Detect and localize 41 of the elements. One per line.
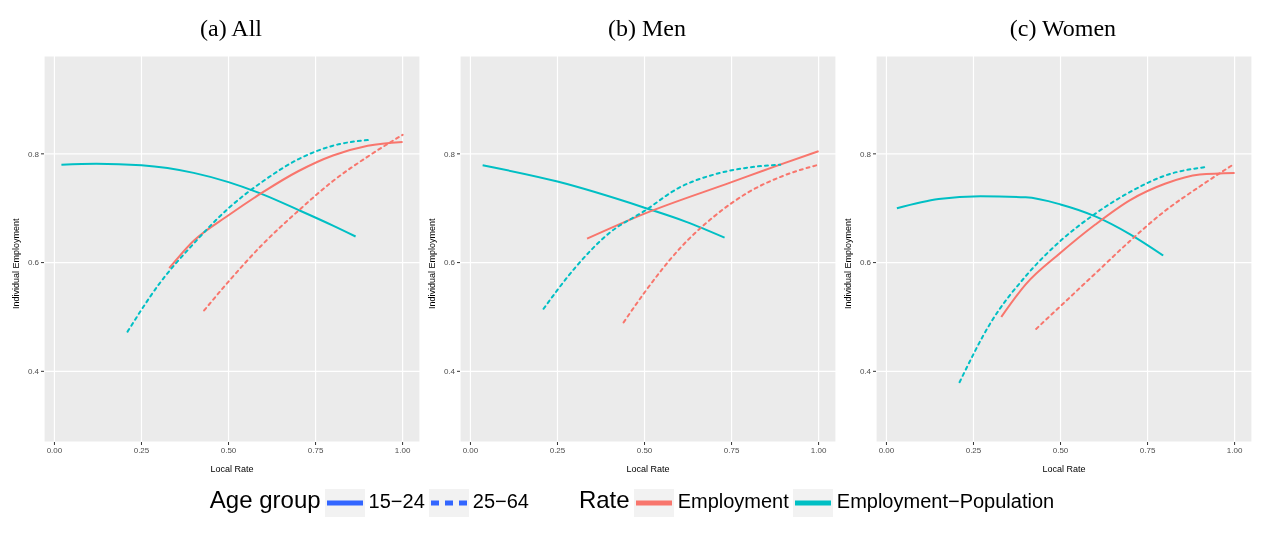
text: 15−24: [368, 490, 425, 512]
text: 25−64: [472, 490, 529, 512]
line-series: [586, 150, 820, 240]
y-axis-title: Individual Employment: [843, 217, 854, 309]
x-tick-label: 0.50: [636, 445, 653, 455]
y-tick-label: 0.6: [443, 258, 456, 268]
chart-title: (a) All: [199, 14, 263, 43]
chart-title: (b) Men: [607, 14, 687, 43]
x-tick-label: 0.25: [965, 445, 982, 455]
y-tick-label: 0.8: [27, 149, 40, 159]
y-tick-label: 0.8: [859, 149, 872, 159]
x-tick-label: 0.50: [1052, 445, 1069, 455]
text: Employment−Population: [836, 490, 1055, 512]
x-tick-label: 1.00: [394, 445, 411, 455]
x-tick-label: 0.00: [878, 445, 895, 455]
x-axis-title: Local Rate: [210, 464, 254, 474]
chart-title: (c) Women: [1008, 14, 1118, 43]
x-tick-label: 0.25: [133, 445, 150, 455]
x-axis-title: Local Rate: [1042, 464, 1086, 474]
x-tick-label: 0.75: [307, 445, 324, 455]
x-tick-label: 0.75: [723, 445, 740, 455]
text: Rate: [578, 486, 630, 513]
y-tick-label: 0.4: [443, 367, 456, 377]
x-tick-label: 1.00: [810, 445, 827, 455]
y-tick-label: 0.6: [27, 258, 40, 268]
x-axis-title: Local Rate: [626, 464, 670, 474]
y-tick-label: 0.4: [27, 367, 40, 377]
y-axis-title: Individual Employment: [11, 217, 22, 309]
text: Age group: [209, 486, 321, 513]
line-series: [622, 163, 820, 324]
x-tick-label: 1.00: [1226, 445, 1243, 455]
y-tick-label: 0.4: [859, 367, 872, 377]
text: Employment: [677, 490, 789, 512]
x-tick-label: 0.25: [549, 445, 566, 455]
x-tick-label: 0.00: [46, 445, 63, 455]
y-tick-label: 0.6: [859, 258, 872, 268]
y-tick-label: 0.8: [443, 149, 456, 159]
x-tick-label: 0.50: [220, 445, 237, 455]
x-tick-label: 0.75: [1139, 445, 1156, 455]
y-axis-title: Individual Employment: [427, 217, 438, 309]
x-tick-label: 0.00: [462, 445, 479, 455]
